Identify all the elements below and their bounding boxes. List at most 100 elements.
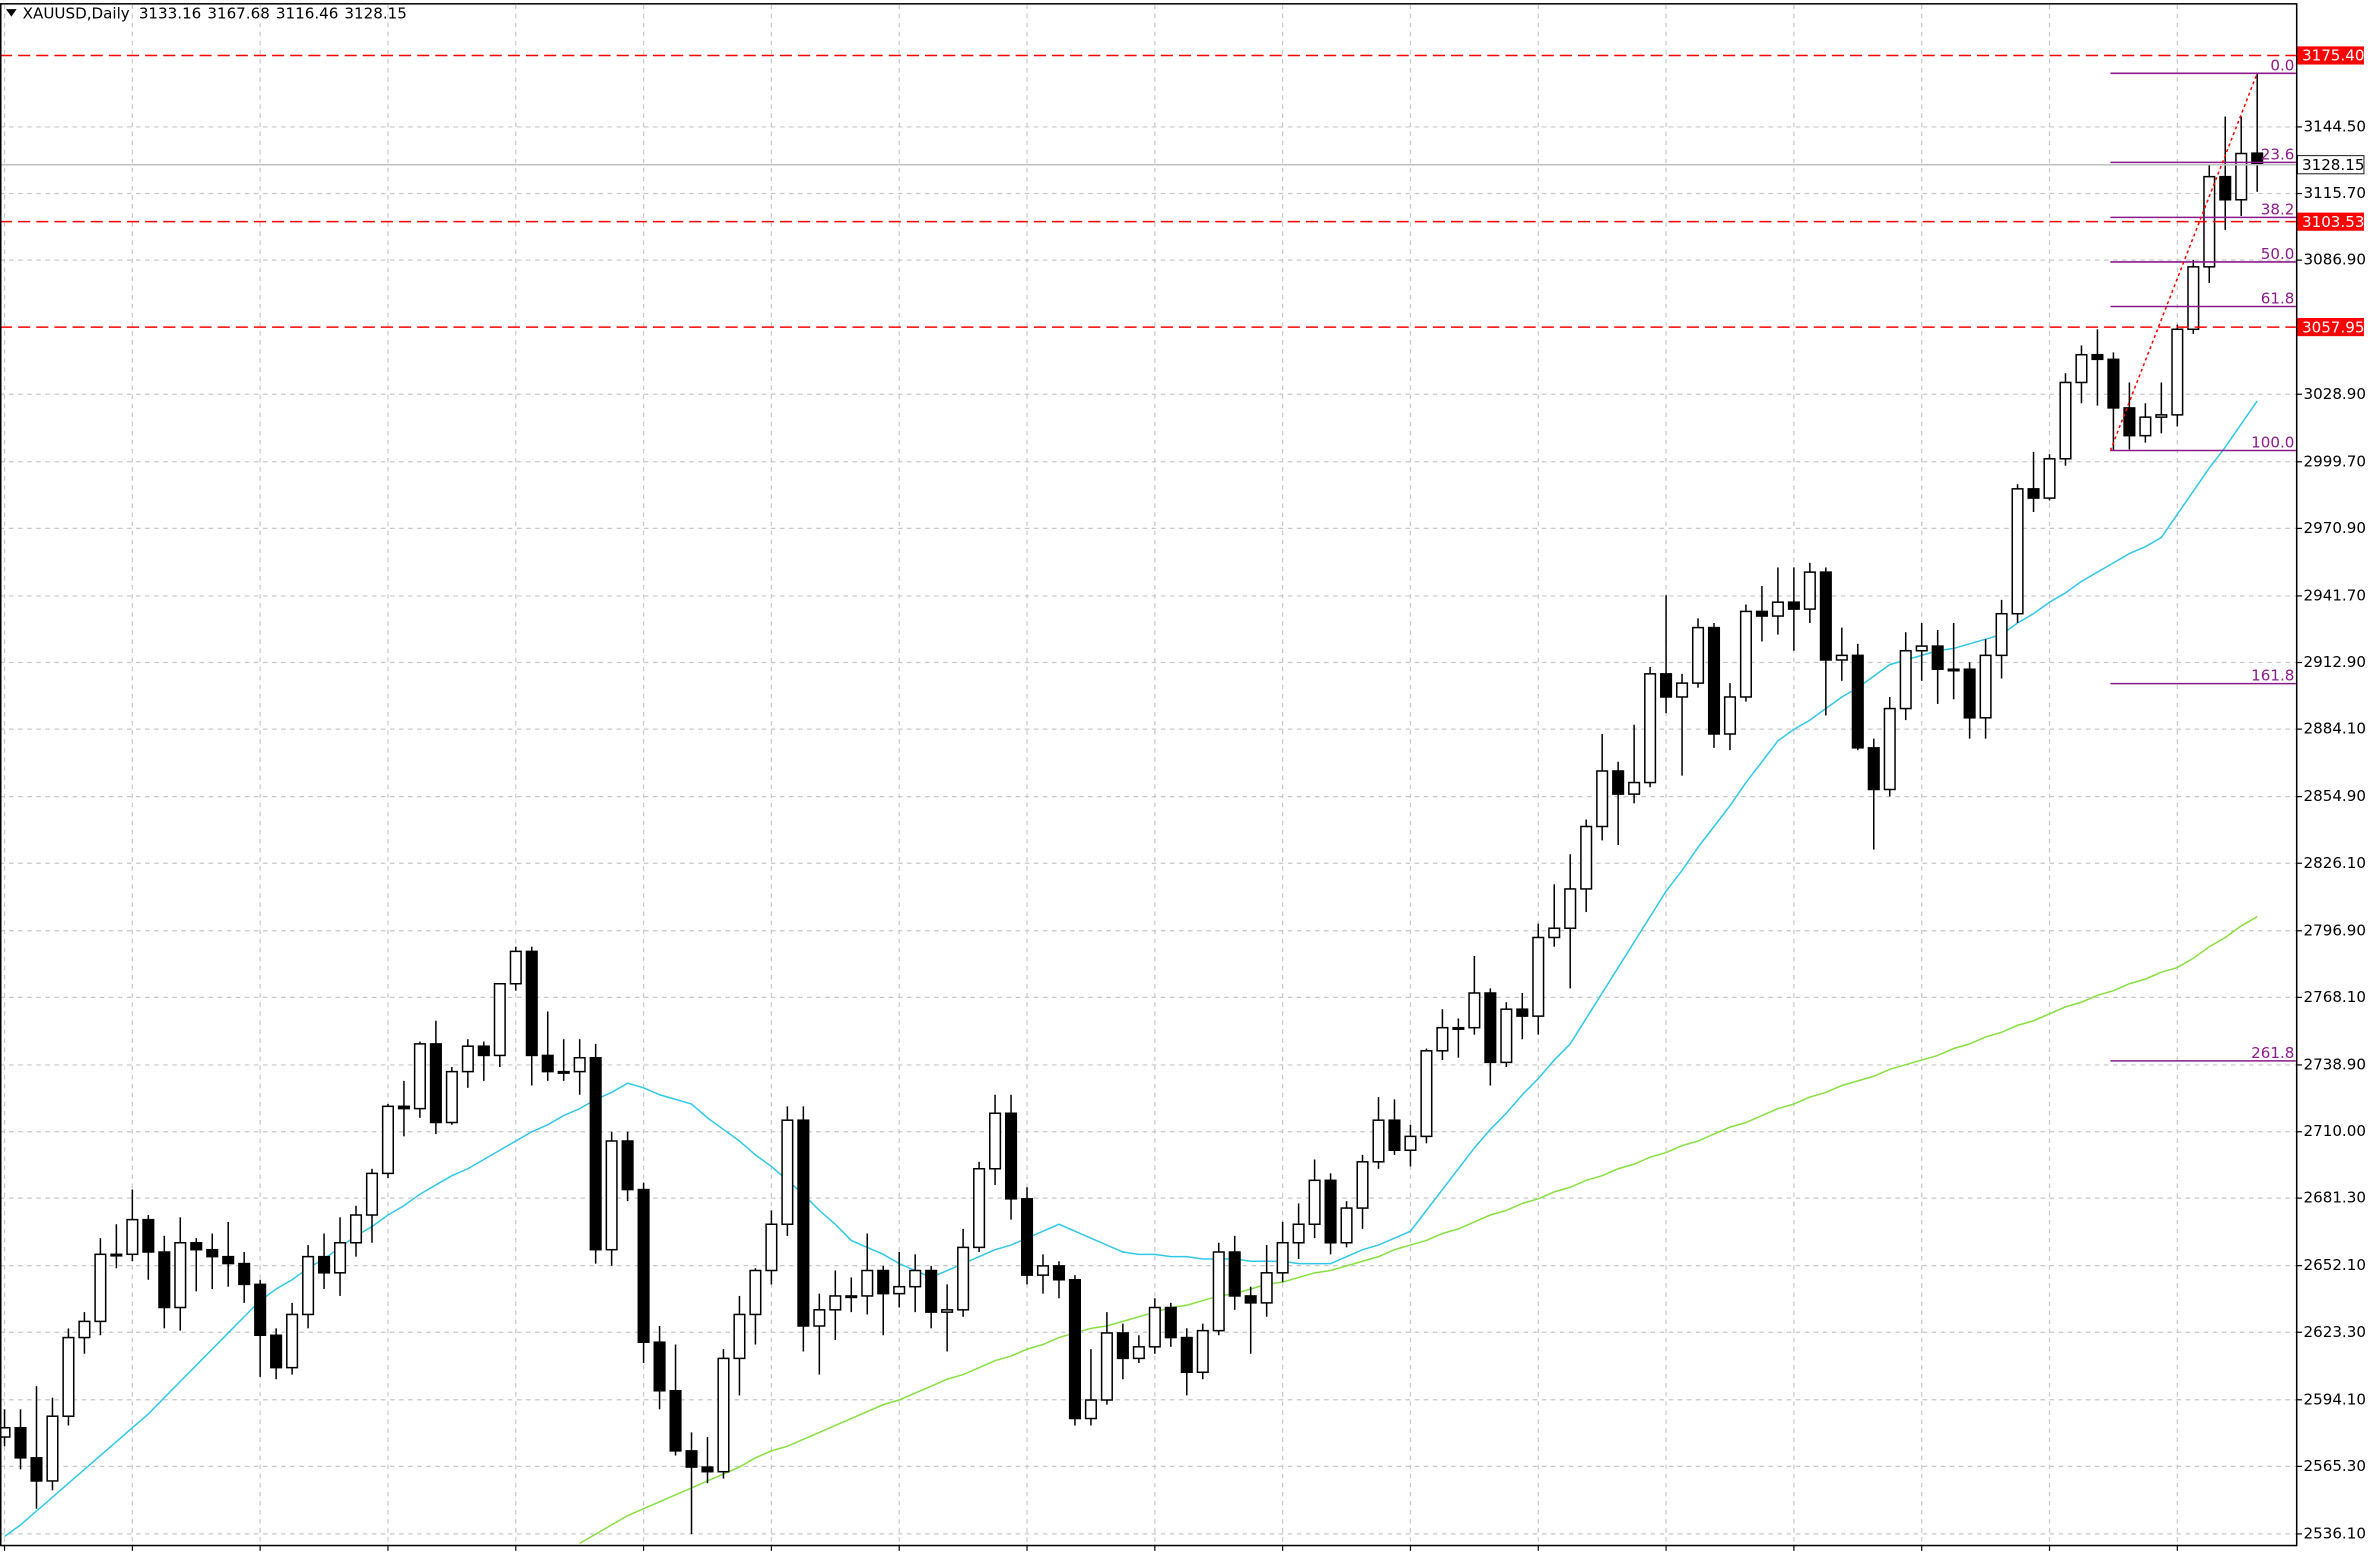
candle-body bbox=[445, 1070, 458, 1124]
candle-body bbox=[349, 1214, 363, 1244]
low-value: 3116.46 bbox=[276, 4, 338, 22]
plot-area: 0.0 23.6 38.2 50.0 61.8 100.0 161.8 261.8 bbox=[1, 54, 2296, 1545]
candle-body bbox=[2043, 458, 2056, 499]
candle-body bbox=[621, 1140, 634, 1191]
candle-body bbox=[1947, 668, 1960, 672]
moving-average-line bbox=[4, 400, 2258, 1538]
axes: 3144.50 3115.70 3086.90 3028.90 2999.70 2970.… bbox=[3, 46, 2366, 1553]
x-tick-label: 11 Nov 2024 bbox=[642, 1550, 739, 1553]
candle-body bbox=[1915, 645, 1928, 652]
x-tick-label: 8 Oct 2024 bbox=[259, 1550, 343, 1553]
candle-body bbox=[653, 1341, 666, 1392]
candle-body bbox=[302, 1255, 315, 1316]
y-tick-label: 2623.30 bbox=[2303, 1323, 2365, 1341]
candle-body bbox=[2235, 152, 2248, 201]
candle-body bbox=[1356, 1161, 1369, 1209]
candle-body bbox=[541, 1054, 554, 1073]
candle-body bbox=[2139, 416, 2152, 437]
price-label-box bbox=[2296, 155, 2365, 175]
candle-body bbox=[1835, 654, 1848, 661]
x-tick-label: 5 Mar 2025 bbox=[1920, 1550, 2006, 1553]
candle-body bbox=[1292, 1223, 1305, 1244]
candle-body bbox=[2219, 175, 2232, 201]
fib-label: 50.0 bbox=[2261, 245, 2295, 263]
candle-body bbox=[1628, 781, 1641, 795]
symbol: XAUUSD,Daily bbox=[23, 4, 130, 22]
candle-body bbox=[286, 1313, 299, 1369]
candle-body bbox=[829, 1295, 842, 1311]
candle-body bbox=[1867, 747, 1880, 791]
candle-body bbox=[1372, 1119, 1385, 1163]
plot-frame bbox=[0, 3, 2298, 1547]
candle-body bbox=[813, 1309, 826, 1327]
candle-body bbox=[1707, 626, 1721, 735]
candle-body bbox=[1564, 888, 1577, 929]
candle-body bbox=[333, 1242, 347, 1274]
candle-body bbox=[1228, 1251, 1241, 1297]
candle-body bbox=[525, 950, 538, 1057]
candle-body bbox=[318, 1255, 331, 1274]
candle-body bbox=[1, 1427, 11, 1438]
candle-body bbox=[1244, 1295, 1257, 1304]
x-tick-label: 13 Dec 2024 bbox=[1026, 1550, 1123, 1553]
candle-body bbox=[1164, 1306, 1177, 1339]
candle-body bbox=[1660, 673, 1673, 698]
level-label: 3057.95 bbox=[2302, 318, 2364, 336]
candle-body bbox=[1004, 1112, 1018, 1200]
candle-body bbox=[190, 1242, 203, 1251]
candle-body bbox=[397, 1105, 410, 1110]
level-label-box bbox=[2297, 318, 2364, 337]
level-label-box bbox=[2297, 46, 2364, 65]
candle-body bbox=[509, 950, 522, 985]
candle-body bbox=[989, 1112, 1002, 1170]
candle-body bbox=[1819, 571, 1832, 661]
candle-body bbox=[1308, 1179, 1321, 1226]
x-tick-label: 21 Feb 2025 bbox=[1792, 1550, 1886, 1553]
candle-body bbox=[1100, 1332, 1113, 1401]
candle-body bbox=[1196, 1329, 1209, 1374]
candle-body bbox=[1676, 682, 1689, 698]
close-value: 3128.15 bbox=[344, 4, 406, 22]
candle-body bbox=[477, 1045, 490, 1057]
candle-body bbox=[1468, 992, 1481, 1029]
candle-body bbox=[1803, 571, 1816, 610]
candle-body bbox=[94, 1253, 107, 1323]
candle-body bbox=[1532, 936, 1545, 1017]
candle-body bbox=[2123, 407, 2136, 437]
candle-body bbox=[142, 1218, 155, 1253]
x-tick-label: 8 Jan 2025 bbox=[1281, 1550, 1362, 1553]
candle-body bbox=[957, 1246, 970, 1311]
y-tick-label: 2681.30 bbox=[2303, 1189, 2365, 1207]
candle-body bbox=[1052, 1265, 1066, 1281]
candle-body bbox=[2091, 353, 2104, 361]
candle-body bbox=[1132, 1346, 1145, 1360]
candle-body bbox=[429, 1043, 442, 1124]
candle-body bbox=[46, 1415, 59, 1482]
x-tick-label: 20 Jan 2025 bbox=[1409, 1550, 1500, 1553]
candle-body bbox=[925, 1269, 938, 1313]
candle-body bbox=[1516, 1008, 1529, 1017]
grid bbox=[1, 4, 2296, 1545]
candle-body bbox=[941, 1309, 954, 1313]
candle-body bbox=[1851, 654, 1864, 749]
y-tick-label: 3086.90 bbox=[2303, 251, 2365, 269]
candle-body bbox=[1787, 601, 1800, 610]
x-tick-label: 21 Nov 2024 bbox=[770, 1550, 867, 1553]
candle-body bbox=[1436, 1026, 1449, 1052]
y-tick-label: 2826.10 bbox=[2303, 854, 2365, 872]
candle-body bbox=[1276, 1242, 1289, 1274]
candle-body bbox=[2107, 358, 2120, 409]
high-value: 3167.68 bbox=[207, 4, 269, 22]
candle-body bbox=[589, 1056, 602, 1251]
candle-body bbox=[238, 1262, 251, 1286]
x-tick-label: 16 Sep 2024 bbox=[3, 1550, 99, 1553]
candle-body bbox=[493, 982, 506, 1057]
candle-body bbox=[1771, 601, 1784, 617]
menu-arrow[interactable] bbox=[6, 9, 17, 17]
candle-body bbox=[1180, 1336, 1193, 1374]
candle-body bbox=[2187, 266, 2200, 331]
candle-body bbox=[1116, 1332, 1129, 1360]
fib-label: 23.6 bbox=[2261, 145, 2295, 163]
